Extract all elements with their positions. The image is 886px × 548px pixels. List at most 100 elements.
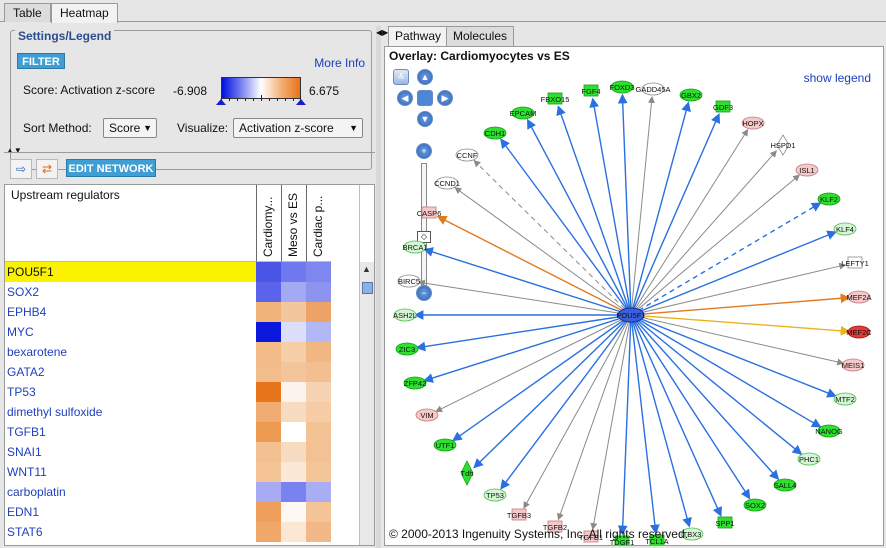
heatmap-cell[interactable] (256, 502, 281, 522)
min-marker-handle[interactable] (216, 99, 226, 105)
heatmap-cell[interactable] (281, 522, 306, 542)
tab-molecules[interactable]: Molecules (446, 26, 515, 46)
network-node[interactable] (795, 163, 819, 177)
network-node[interactable] (415, 408, 439, 422)
network-edge[interactable] (556, 105, 632, 316)
tab-table[interactable]: Table (4, 3, 51, 22)
filter-button[interactable]: FILTER (17, 53, 65, 69)
scroll-thumb[interactable] (362, 282, 373, 294)
column-header[interactable]: Cardiomy... (256, 185, 281, 262)
network-node[interactable] (511, 106, 535, 120)
regulator-name[interactable]: EPHB4 (7, 305, 47, 319)
network-node[interactable] (833, 222, 857, 236)
heatmap-cell[interactable] (281, 382, 306, 402)
network-edge[interactable] (630, 314, 803, 455)
network-node[interactable] (817, 192, 841, 206)
network-node[interactable] (817, 424, 841, 438)
regulator-name[interactable]: POU5F1 (5, 262, 256, 282)
network-canvas[interactable]: Overlay: Cardiomyocytes vs ES show legen… (384, 46, 884, 546)
network-node[interactable] (433, 438, 457, 452)
network-edge[interactable] (589, 97, 632, 316)
pan-down-icon[interactable]: ▼ (417, 111, 433, 127)
network-node[interactable] (847, 290, 871, 304)
regulator-name[interactable]: bexarotene (7, 345, 68, 359)
network-edge[interactable] (630, 128, 749, 316)
network-edge[interactable] (630, 101, 691, 316)
pan-left-icon[interactable]: ◀ (397, 90, 413, 106)
network-edge[interactable] (630, 230, 838, 316)
regulator-name[interactable]: carboplatin (7, 485, 66, 499)
heatmap-cell[interactable] (256, 362, 281, 382)
table-row[interactable]: EPHB4 (5, 302, 357, 322)
zoom-slider-thumb[interactable]: ◇ (417, 231, 431, 243)
regulator-name[interactable]: WNT11 (7, 465, 47, 479)
table-row[interactable]: POU5F1 (5, 262, 357, 282)
network-node[interactable] (797, 452, 821, 466)
network-node[interactable] (841, 358, 865, 372)
visualize-dropdown[interactable]: Activation z-score ▼ (233, 118, 363, 138)
network-edge[interactable] (630, 202, 822, 316)
network-edge[interactable] (630, 314, 751, 500)
pan-right-icon[interactable]: ▶ (437, 90, 453, 106)
network-edge[interactable] (590, 314, 632, 531)
network-node[interactable] (547, 92, 563, 105)
regulator-name[interactable]: SOX2 (7, 285, 40, 299)
network-node[interactable] (847, 256, 863, 269)
heatmap-cell[interactable] (281, 322, 306, 342)
network-node[interactable] (715, 100, 731, 113)
network-edge[interactable] (630, 95, 655, 316)
network-edge[interactable] (630, 150, 777, 316)
heatmap-cell[interactable] (281, 462, 306, 482)
regulator-name[interactable]: STAT6 (7, 525, 43, 539)
table-row[interactable]: EDN1 (5, 502, 357, 522)
network-edge[interactable] (630, 314, 845, 366)
heatmap-cell[interactable] (256, 322, 281, 342)
network-node[interactable] (583, 530, 599, 543)
heatmap-cell[interactable] (306, 482, 331, 502)
network-node[interactable] (833, 392, 857, 406)
network-node[interactable] (435, 176, 459, 190)
network-edge[interactable] (473, 314, 632, 469)
show-legend-link[interactable]: show legend (803, 71, 871, 85)
heatmap-cell[interactable] (306, 422, 331, 442)
column-header[interactable]: Meso vs ES (281, 185, 306, 262)
network-edge[interactable] (630, 174, 801, 316)
network-node[interactable] (614, 535, 630, 545)
heatmap-cell[interactable] (281, 422, 306, 442)
table-row[interactable]: TP53 (5, 382, 357, 402)
network-node[interactable] (483, 488, 507, 502)
heatmap-cell[interactable] (256, 402, 281, 422)
network-node[interactable] (547, 520, 563, 533)
network-edge[interactable] (500, 314, 632, 490)
table-row[interactable]: TGFB1 (5, 422, 357, 442)
heatmap-cell[interactable] (306, 362, 331, 382)
tab-heatmap[interactable]: Heatmap (51, 3, 118, 23)
network-node[interactable] (455, 148, 479, 162)
network-edge[interactable] (630, 314, 660, 535)
network-edge[interactable] (557, 314, 632, 521)
heatmap-cell[interactable] (256, 442, 281, 462)
network-node[interactable] (680, 527, 704, 541)
sort-method-dropdown[interactable]: Score ▼ (103, 118, 157, 138)
heatmap-cell[interactable] (306, 322, 331, 342)
heatmap-cell[interactable] (256, 302, 281, 322)
heatmap-cell[interactable] (281, 262, 306, 282)
network-edge[interactable] (630, 314, 851, 336)
regulator-name[interactable]: GATA2 (7, 365, 45, 379)
network-node[interactable] (641, 82, 665, 96)
regulator-name[interactable]: SNAI1 (7, 445, 42, 459)
heatmap-cell[interactable] (306, 402, 331, 422)
table-row[interactable]: bexarotene (5, 342, 357, 362)
network-edge[interactable] (454, 187, 632, 316)
network-node[interactable] (403, 376, 427, 390)
table-row[interactable]: SOX2 (5, 282, 357, 302)
network-node[interactable] (741, 116, 765, 130)
regulator-name[interactable]: dimethyl sulfoxide (7, 405, 103, 419)
table-row[interactable]: STAT6 (5, 522, 357, 542)
network-node[interactable] (403, 240, 427, 254)
table-row[interactable]: MYC (5, 322, 357, 342)
network-edge[interactable] (630, 314, 692, 528)
heatmap-cell[interactable] (306, 262, 331, 282)
heatmap-cell[interactable] (281, 482, 306, 502)
network-node[interactable] (397, 274, 421, 288)
